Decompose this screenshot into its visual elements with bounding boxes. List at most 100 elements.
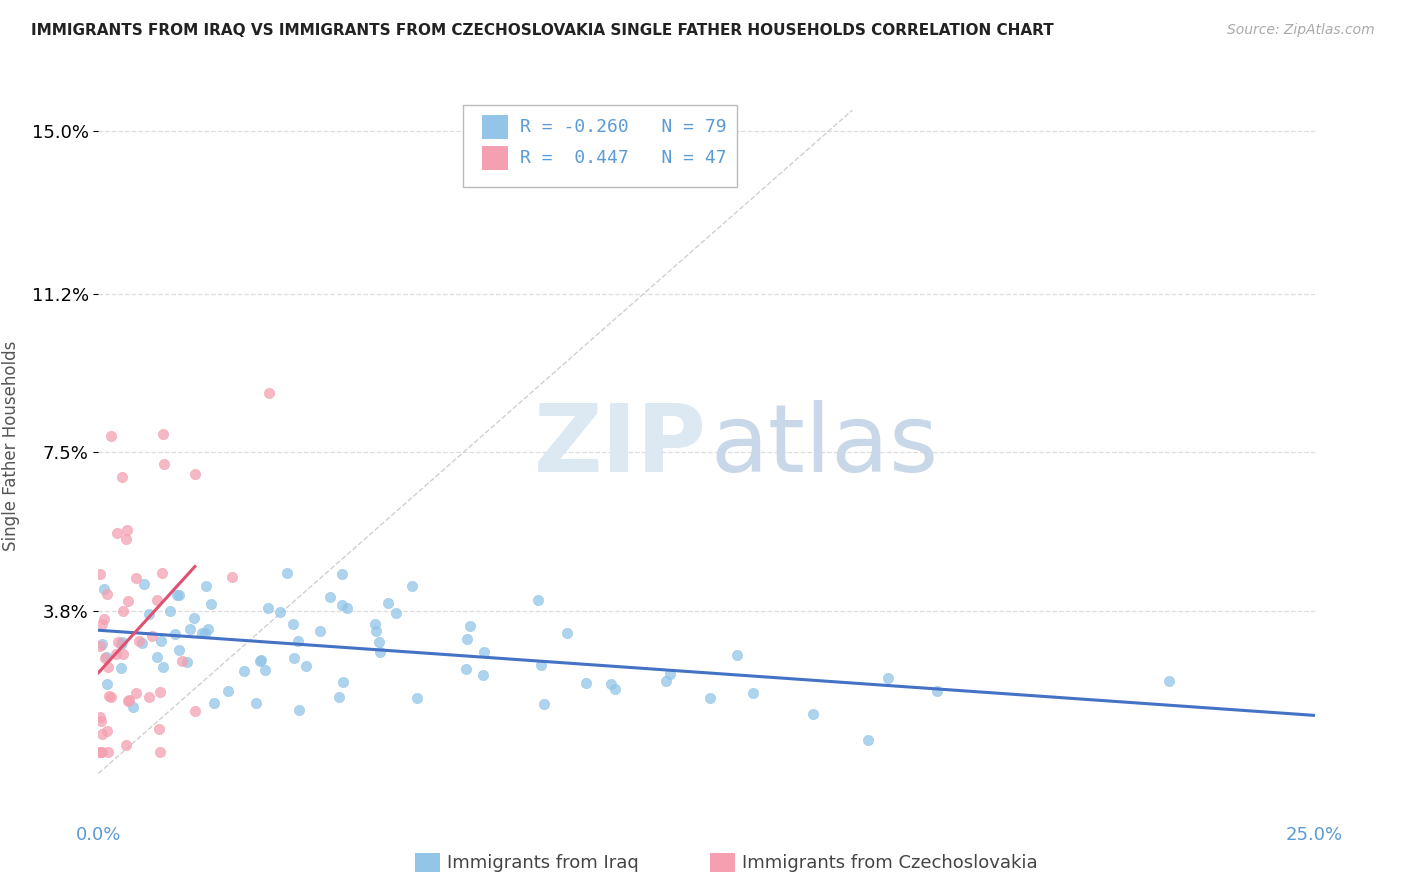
Point [112, 647, 135, 661]
Point [574, 676, 596, 690]
Point [91, 637, 114, 651]
Point [217, 684, 239, 698]
Point [96, 586, 118, 600]
Point [93, 582, 115, 596]
Text: R =  0.447   N = 47: R = 0.447 N = 47 [520, 149, 727, 167]
Point [876, 671, 898, 685]
Point [89, 745, 111, 759]
Point [202, 696, 225, 710]
Point [141, 629, 163, 643]
Text: Immigrants from Iraq: Immigrants from Iraq [447, 854, 638, 871]
Point [377, 596, 399, 610]
Point [529, 657, 551, 672]
Point [659, 666, 682, 681]
Point [125, 571, 148, 585]
Point [104, 648, 127, 662]
Point [526, 592, 548, 607]
Point [97, 745, 120, 759]
Point [150, 566, 173, 581]
Point [89, 639, 111, 653]
Point [153, 457, 176, 471]
Point [456, 632, 478, 646]
Point [150, 634, 173, 648]
Point [110, 660, 132, 674]
Point [856, 732, 879, 747]
Point [925, 684, 948, 698]
Point [179, 622, 201, 636]
Point [96, 723, 118, 738]
Point [472, 645, 495, 659]
Point [458, 619, 481, 633]
Point [90, 714, 112, 728]
Point [170, 654, 193, 668]
Point [288, 703, 311, 717]
Point [200, 597, 222, 611]
Point [93, 612, 115, 626]
Point [131, 636, 153, 650]
Point [167, 643, 190, 657]
Point [94, 650, 117, 665]
Point [283, 650, 305, 665]
Point [97, 659, 120, 673]
Text: ZIP: ZIP [534, 400, 707, 492]
Point [257, 386, 280, 401]
Point [148, 722, 170, 736]
Point [176, 655, 198, 669]
Point [100, 429, 122, 443]
Point [91, 745, 114, 759]
Point [91, 727, 114, 741]
Point [105, 526, 128, 541]
Point [146, 649, 169, 664]
Point [257, 600, 280, 615]
Point [117, 594, 139, 608]
FancyBboxPatch shape [481, 115, 509, 139]
Point [287, 633, 309, 648]
Point [96, 677, 118, 691]
FancyBboxPatch shape [464, 105, 737, 187]
Point [309, 624, 332, 638]
Point [330, 598, 353, 612]
Point [276, 566, 298, 580]
Point [194, 625, 217, 640]
Point [336, 601, 359, 615]
Point [118, 693, 141, 707]
Point [89, 567, 111, 582]
Point [401, 579, 423, 593]
Point [725, 648, 748, 662]
Point [111, 604, 134, 618]
Point [283, 616, 305, 631]
Point [245, 696, 267, 710]
Point [801, 706, 824, 721]
Point [194, 578, 217, 592]
Point [232, 664, 254, 678]
Point [599, 677, 621, 691]
Point [249, 653, 271, 667]
Point [138, 607, 160, 621]
Point [114, 532, 136, 546]
Text: R = -0.260   N = 79: R = -0.260 N = 79 [520, 118, 727, 136]
Point [152, 426, 174, 441]
Point [146, 593, 169, 607]
Point [159, 604, 181, 618]
Point [197, 622, 219, 636]
Point [330, 566, 353, 581]
Point [89, 745, 111, 759]
Point [111, 470, 134, 484]
Point [533, 697, 555, 711]
Point [221, 570, 243, 584]
Point [152, 659, 174, 673]
Point [184, 467, 207, 481]
Point [605, 682, 627, 697]
Point [110, 637, 132, 651]
Point [98, 689, 121, 703]
Point [742, 686, 765, 700]
Point [91, 616, 114, 631]
Point [454, 662, 477, 676]
Point [114, 738, 136, 752]
FancyBboxPatch shape [481, 146, 509, 169]
Point [364, 624, 387, 639]
Point [655, 674, 678, 689]
Point [128, 633, 150, 648]
Point [328, 690, 350, 704]
Point [364, 617, 387, 632]
